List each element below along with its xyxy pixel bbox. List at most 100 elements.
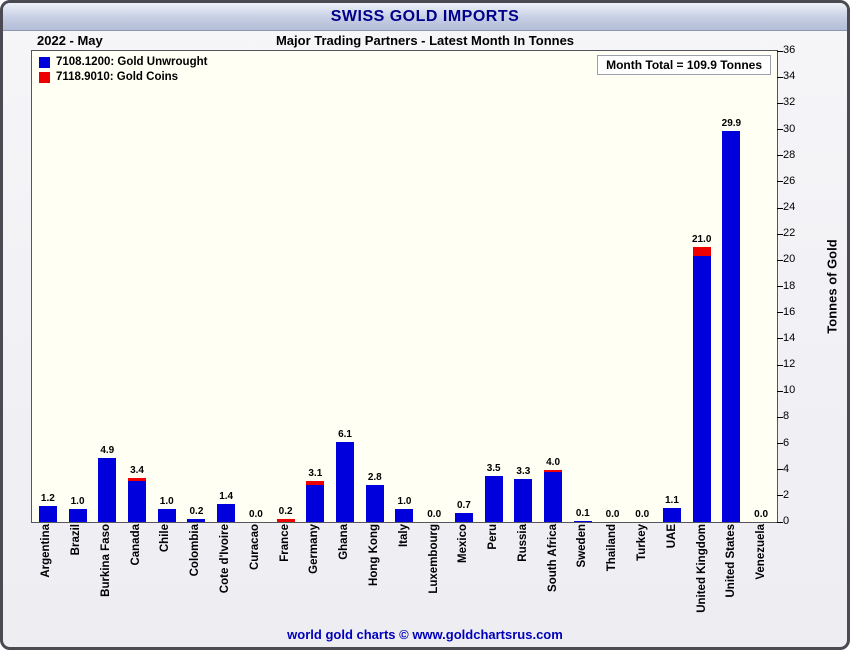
bar-stack [187,519,206,522]
bar-column: 3.5 [479,51,509,522]
y-tick-label: 30 [783,122,796,135]
x-axis-label-cell: Argentina [32,524,62,636]
bar-value-label: 0.2 [278,506,293,518]
bar-value-label: 29.9 [721,117,742,129]
page-title: SWISS GOLD IMPORTS [330,7,520,25]
y-tick-label: 36 [783,44,796,56]
y-tick-label: 16 [783,305,796,318]
x-axis-label-cell: Canada [121,524,151,636]
y-axis-title: Tonnes of Gold [824,239,840,334]
bar-value-label: 1.2 [40,493,55,505]
bar-segment-unwrought [128,481,147,522]
x-axis-label-cell: Turkey [628,524,658,636]
x-axis-label: Brazil [69,524,82,556]
x-axis-label-cell: Colombia [181,524,211,636]
x-axis-label-cell: Chile [151,524,181,636]
bar-column: 4.9 [92,51,122,522]
legend-label-unwrought: 7108.1200: Gold Unwrought [56,56,208,68]
x-axis-label: United Kingdom [695,524,708,613]
x-axis-label: Peru [487,524,500,550]
legend-item-unwrought: 7108.1200: Gold Unwrought [39,56,207,68]
bar-stack [514,478,533,522]
y-tick-mark [777,102,783,104]
bar-segment-coins [128,477,147,482]
x-axis-labels: Argentina Brazil Burkina Faso Canada Chile Co… [31,524,778,636]
y-tick-mark [777,50,783,52]
y-tick-mark [777,181,783,183]
bar-stack [722,130,741,522]
bar-value-label: 0.0 [248,509,263,520]
bar-value-label: 1.1 [665,494,679,506]
y-tick-label: 34 [783,70,796,83]
bar-value-label: 0.0 [635,509,650,520]
bar-value-label: 0.2 [189,506,204,518]
bar-stack [68,508,87,522]
y-tick-mark [777,364,783,366]
x-axis-label-cell: Burkina Faso [92,524,122,636]
bar-column: 4.0 [538,51,568,522]
footer-credit: world gold charts © www.goldchartsrus.co… [287,627,563,642]
bar-stack [692,247,711,522]
bar-segment-unwrought [336,442,355,522]
bar-value-label: 1.0 [70,495,85,507]
bar-value-label: 21.0 [691,234,712,246]
x-axis-label-cell: Mexico [449,524,479,636]
x-axis-label: Turkey [636,524,649,561]
y-tick-mark [777,286,783,287]
x-axis-label-cell: United States [717,524,747,636]
x-axis-label-cell: UAE [658,524,688,636]
x-axis-label-cell: Ghana [330,524,360,636]
bar-segment-coins [544,469,563,473]
y-tick-mark [777,521,783,523]
bar-value-label: 0.7 [456,499,471,511]
legend-swatch-coins-icon [39,71,50,83]
bar-stack [306,481,325,522]
legend-swatch-unwrought-icon [39,56,50,68]
bar-stack [276,519,295,522]
x-axis-label: Luxembourg [427,524,440,594]
x-axis-label: Mexico [457,524,470,563]
bar-segment-unwrought [514,478,533,522]
x-axis-label: Colombia [189,524,202,577]
bar-segment-unwrought [573,520,592,522]
bar-column: 1.0 [152,51,182,522]
bar-stack [544,469,563,522]
x-axis-label: UAE [665,524,678,549]
bar-segment-coins [692,247,711,257]
bar-column: 0.0 [241,51,271,522]
x-axis-label-cell: Venezuela [747,524,777,636]
y-tick-mark [777,416,783,418]
bar-stack [336,442,355,522]
y-tick-mark [777,233,783,235]
x-axis-label: France [278,524,291,562]
y-tick-mark [777,312,783,314]
bar-stack [128,477,147,522]
date-label: 2022 - May [37,33,103,48]
bar-value-label: 0.0 [605,509,620,520]
bar-column: 3.4 [122,51,152,522]
bars-row: 1.2 1.0 4.9 3.4 1.0 0.2 1.4 0.0 0.2 3.1 6.1 2.8 1.0 0… [32,51,777,522]
y-tick-mark [777,155,783,157]
bar-segment-unwrought [187,519,206,522]
y-tick-label: 0 [783,515,790,527]
bar-value-label: 3.1 [308,468,323,480]
bar-segment-unwrought [98,457,117,522]
y-tick-label: 26 [783,174,796,187]
x-axis-label-cell: France [270,524,300,636]
bar-segment-coins [306,481,325,486]
y-tick-mark [777,207,783,209]
x-axis-label: Sweden [576,524,589,568]
bar-value-label: 0.0 [754,509,769,520]
bar-column: 6.1 [330,51,360,522]
x-axis-label-cell: Hong Kong [360,524,390,636]
bar-column: 21.0 [687,51,717,522]
bar-segment-coins [276,519,295,522]
x-axis-label-cell: Curacao [241,524,271,636]
y-tick-mark [777,76,783,78]
bar-column: 0.2 [182,51,212,522]
x-axis-label: Canada [129,524,142,566]
bar-value-label: 1.4 [219,490,234,502]
bar-column: 0.2 [271,51,301,522]
y-tick-mark [777,338,783,340]
